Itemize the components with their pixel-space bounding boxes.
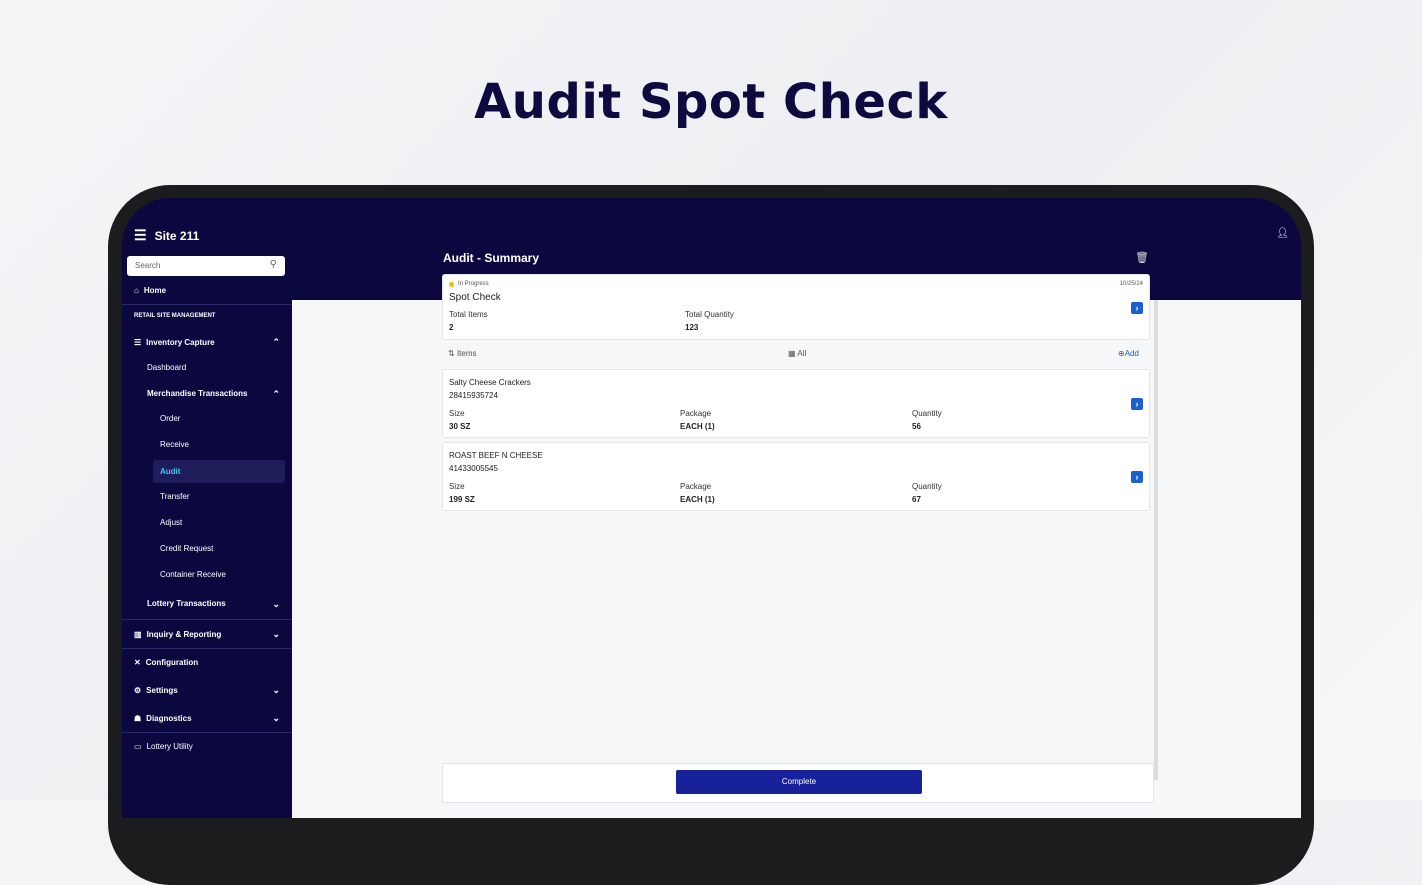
app-screen: ☰ Site 211 Search ⚲ ⌂ Home RETAIL SITE MA… [122, 198, 1301, 818]
list-item[interactable]: Salty Cheese Crackers 28415935724 Size 3… [442, 369, 1150, 438]
chevron-down-icon: ⌄ [272, 685, 280, 695]
item-code: 28415935724 [449, 391, 498, 400]
page-title: Audit - Summary [443, 251, 540, 265]
sidebar-item-audit[interactable]: Audit [153, 460, 285, 483]
status-badge: In Progress [458, 281, 489, 287]
quantity-value: 56 [912, 422, 921, 431]
user-icon[interactable]: 👤︎ [1276, 228, 1289, 239]
quantity-label: Quantity [912, 409, 942, 418]
home-icon: ⌂ [134, 286, 139, 295]
total-quantity-value: 123 [685, 323, 699, 332]
sidebar-item-adjust[interactable]: Adjust [160, 518, 183, 527]
size-value: 30 SZ [449, 422, 471, 431]
sidebar-item-merchandise[interactable]: Merchandise Transactions ⌃ [147, 389, 280, 399]
sidebar-item-home[interactable]: ⌂ Home [134, 286, 166, 295]
section-header: RETAIL SITE MANAGEMENT [134, 313, 216, 319]
item-code: 41433005545 [449, 464, 498, 473]
chart-icon: ▥ [134, 630, 142, 639]
search-icon: ⚲ [269, 259, 277, 270]
complete-button[interactable]: Complete [676, 770, 922, 794]
trash-icon[interactable]: 🗑︎ [1135, 252, 1149, 264]
chevron-right-icon[interactable]: › [1131, 302, 1143, 314]
chevron-up-icon: ⌃ [272, 337, 280, 347]
label: Items [456, 349, 477, 358]
sidebar-item-inventory-capture[interactable]: ☰ Inventory Capture ⌃ [134, 337, 280, 347]
add-button[interactable]: ⊕Add [1118, 349, 1139, 358]
chevron-right-icon[interactable]: › [1131, 471, 1143, 483]
audit-name: Spot Check [449, 292, 501, 303]
label: Merchandise Transactions [147, 389, 248, 398]
quantity-label: Quantity [912, 482, 942, 491]
chevron-down-icon: ⌄ [272, 713, 280, 723]
total-quantity-label: Total Quantity [685, 310, 734, 319]
gear-icon: ⚙ [134, 686, 142, 695]
diagnostics-icon: ☗ [134, 714, 142, 723]
label: Settings [146, 686, 178, 695]
barcode-icon: ▦ [788, 349, 796, 358]
package-label: Package [680, 409, 712, 418]
size-label: Size [449, 482, 465, 491]
label: Home [143, 286, 167, 295]
sidebar-item-configuration[interactable]: ✕ Configuration [134, 658, 198, 667]
sidebar-item-settings[interactable]: ⚙ Settings ⌄ [134, 685, 280, 695]
plus-circle-icon: ⊕ [1118, 349, 1125, 358]
label: Audit [160, 467, 181, 476]
chevron-up-icon: ⌃ [272, 389, 280, 399]
search-placeholder: Search [135, 261, 161, 270]
item-name: Salty Cheese Crackers [449, 378, 531, 387]
search-input[interactable]: Search ⚲ [127, 256, 285, 276]
sidebar-item-lottery-transactions[interactable]: Lottery Transactions ⌄ [147, 599, 280, 609]
chevron-right-icon[interactable]: › [1131, 398, 1143, 410]
chevron-down-icon: ⌄ [272, 599, 280, 609]
package-value: EACH (1) [680, 495, 715, 504]
items-sort[interactable]: ⇅ Items [448, 349, 477, 358]
scrollbar[interactable] [1154, 300, 1158, 780]
label: Lottery Utility [146, 742, 193, 751]
size-label: Size [449, 409, 465, 418]
total-items-label: Total Items [449, 310, 488, 319]
summary-card[interactable]: In Progress 10/25/24 Spot Check Total It… [442, 274, 1150, 340]
label: Add [1124, 349, 1139, 358]
hero-title: Audit Spot Check [474, 74, 948, 130]
sidebar-item-inquiry[interactable]: ▥ Inquiry & Reporting ⌄ [134, 629, 280, 639]
status-dot [449, 281, 454, 287]
ticket-icon: ▭ [134, 742, 142, 751]
list-item[interactable]: ROAST BEEF N CHEESE 41433005545 Size 199… [442, 442, 1150, 511]
sidebar-item-diagnostics[interactable]: ☗ Diagnostics ⌄ [134, 713, 280, 723]
list-icon: ☰ [134, 338, 142, 347]
menu-icon[interactable]: ☰ [134, 227, 147, 243]
quantity-value: 67 [912, 495, 921, 504]
tools-icon: ✕ [134, 658, 141, 667]
label: Configuration [145, 658, 199, 667]
package-label: Package [680, 482, 712, 491]
footer-bar: Complete [442, 763, 1154, 803]
label: Diagnostics [146, 714, 192, 723]
total-items-value: 2 [449, 323, 454, 332]
label: Inquiry & Reporting [146, 630, 222, 639]
label: Lottery Transactions [147, 599, 226, 608]
site-name: Site 211 [154, 228, 200, 243]
sidebar-item-dashboard[interactable]: Dashboard [147, 363, 187, 372]
sidebar-item-container-receive[interactable]: Container Receive [160, 570, 226, 579]
sidebar-item-receive[interactable]: Receive [160, 440, 189, 449]
sidebar-item-order[interactable]: Order [160, 414, 181, 423]
package-value: EACH (1) [680, 422, 715, 431]
size-value: 199 SZ [449, 495, 475, 504]
date: 10/25/24 [1119, 281, 1143, 287]
filter-all[interactable]: ▦ All [788, 349, 806, 358]
item-name: ROAST BEEF N CHEESE [449, 451, 543, 460]
chevron-down-icon: ⌄ [272, 629, 280, 639]
label: Inventory Capture [146, 338, 215, 347]
sidebar-item-lottery-utility[interactable]: ▭ Lottery Utility [134, 742, 193, 751]
sidebar-item-credit-request[interactable]: Credit Request [160, 544, 214, 553]
label: All [797, 349, 807, 358]
sidebar-item-transfer[interactable]: Transfer [160, 492, 190, 501]
sort-icon: ⇅ [448, 349, 455, 358]
sidebar: ☰ Site 211 Search ⚲ ⌂ Home RETAIL SITE MA… [122, 198, 292, 818]
